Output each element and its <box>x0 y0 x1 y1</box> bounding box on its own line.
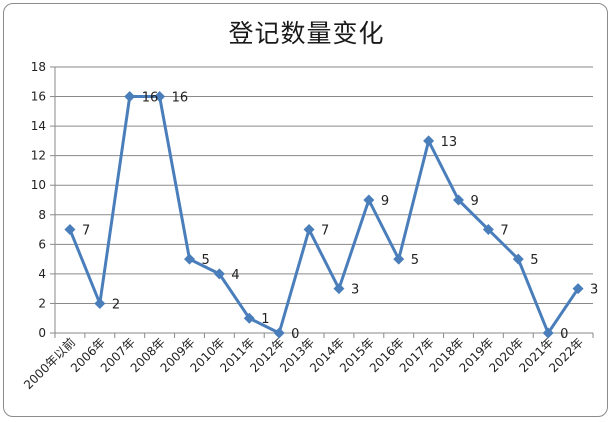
axes <box>54 67 593 334</box>
data-label: 7 <box>321 224 329 239</box>
data-point-marker <box>572 283 584 295</box>
data-label: 0 <box>291 327 299 342</box>
y-tick-label: 6 <box>38 237 46 251</box>
data-label: 7 <box>500 224 508 239</box>
data-point-marker <box>94 297 106 309</box>
data-label: 0 <box>560 327 568 342</box>
y-tick-label: 16 <box>31 90 46 104</box>
y-tick-label: 8 <box>38 208 46 222</box>
series <box>64 91 584 339</box>
data-point-marker <box>124 91 136 103</box>
data-point-marker <box>64 224 76 236</box>
data-label: 3 <box>590 283 598 298</box>
data-point-marker <box>542 327 554 339</box>
data-point-marker <box>154 91 166 103</box>
data-point-marker <box>303 224 315 236</box>
data-label: 5 <box>530 253 538 268</box>
data-label: 4 <box>231 268 239 283</box>
data-point-marker <box>423 135 435 147</box>
data-point-marker <box>184 253 195 265</box>
data-labels: 7 2 16 16 5 4 1 0 7 3 9 5 13 9 7 5 0 3 <box>82 91 598 342</box>
data-point-marker <box>333 283 345 295</box>
data-label: 1 <box>261 312 269 327</box>
y-tick-label: 0 <box>38 326 46 340</box>
gridlines <box>55 66 593 304</box>
data-label: 2 <box>112 297 120 312</box>
y-tick-label: 12 <box>31 149 46 163</box>
data-label: 16 <box>142 91 159 106</box>
y-tick-label: 2 <box>38 296 46 310</box>
y-tick-label: 10 <box>31 178 46 192</box>
data-label: 9 <box>471 194 479 209</box>
data-point-marker <box>512 253 524 265</box>
y-tick-label: 18 <box>31 60 46 74</box>
data-point-marker <box>273 327 285 339</box>
data-point-marker <box>213 268 225 280</box>
data-label: 3 <box>351 283 359 298</box>
chart-frame <box>3 3 608 417</box>
data-point-marker <box>243 312 255 324</box>
data-point-marker <box>482 224 494 236</box>
y-axis-ticks: 0 2 4 6 8 10 12 14 16 18 <box>31 60 55 340</box>
data-point-marker <box>453 194 464 206</box>
data-label: 9 <box>381 194 389 209</box>
y-tick-label: 4 <box>38 267 46 281</box>
data-label: 5 <box>202 253 210 268</box>
data-label: 16 <box>172 91 189 106</box>
data-label: 7 <box>82 224 90 239</box>
data-point-marker <box>393 253 405 265</box>
chart-title: 登记数量变化 <box>228 19 385 48</box>
data-label: 13 <box>441 135 458 150</box>
data-point-marker <box>363 194 375 206</box>
y-tick-label: 14 <box>31 119 46 133</box>
x-axis-ticks: 2000年以前2006年2007年2008年2009年2010年2011年201… <box>20 333 594 392</box>
data-label: 5 <box>411 253 419 268</box>
